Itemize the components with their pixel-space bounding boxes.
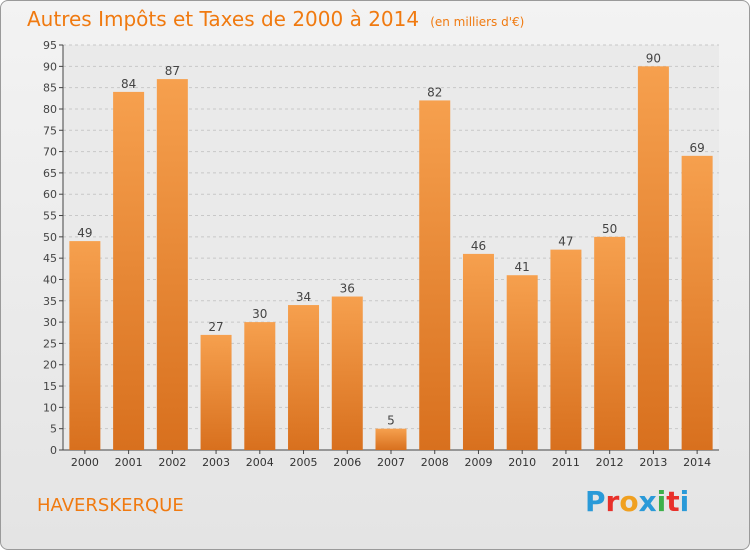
data-label: 5 (387, 414, 395, 428)
y-tick-label: 75 (43, 124, 57, 137)
bar-chart: 0 5 10 15 20 25 30 35 40 45 50 55 60 65 70 75 80 85 90 95 49… (43, 39, 719, 469)
y-tick-label: 65 (43, 167, 57, 180)
y-tick-label: 60 (43, 188, 57, 201)
logo-letter: o (619, 485, 639, 518)
y-tick-label: 90 (43, 60, 57, 73)
y-tick-label: 40 (43, 273, 57, 286)
y-tick-label: 85 (43, 82, 57, 95)
unit-label: (en milliers d'€) (430, 15, 525, 29)
y-tick-label: 95 (43, 39, 57, 52)
x-tick-label: 2014 (683, 456, 711, 469)
x-tick-label: 2009 (464, 456, 492, 469)
y-tick-label: 70 (43, 146, 57, 159)
bar (244, 322, 276, 450)
y-tick-label: 30 (43, 316, 57, 329)
bar (288, 305, 320, 450)
y-tick-label: 5 (50, 423, 57, 436)
data-label: 30 (252, 307, 267, 321)
bar (69, 241, 101, 450)
x-tick-label: 2013 (639, 456, 667, 469)
bar (375, 428, 407, 450)
logo-letter: r (605, 485, 620, 518)
x-tick-label: 2011 (552, 456, 580, 469)
y-tick-label: 25 (43, 337, 57, 350)
logo-letter: i (679, 485, 690, 518)
data-label: 84 (121, 77, 136, 91)
data-label: 50 (602, 222, 617, 236)
data-label: 36 (340, 282, 355, 296)
y-tick-label: 15 (43, 380, 57, 393)
y-tick-label: 0 (50, 444, 57, 457)
x-tick-label: 2004 (246, 456, 274, 469)
bar (156, 79, 188, 451)
x-tick-label: 2007 (377, 456, 405, 469)
x-tick-label: 2003 (202, 456, 230, 469)
x-tick-label: 2000 (71, 456, 99, 469)
x-tick-label: 2002 (158, 456, 186, 469)
data-label: 46 (471, 239, 486, 253)
x-tick-label: 2008 (421, 456, 449, 469)
y-tick-label: 35 (43, 295, 57, 308)
data-label: 49 (77, 226, 92, 240)
bar (462, 253, 494, 450)
y-tick-label: 20 (43, 359, 57, 372)
data-label: 69 (689, 141, 704, 155)
x-tick-label: 2012 (596, 456, 624, 469)
data-label: 90 (646, 51, 661, 65)
bar (419, 100, 451, 450)
y-tick-label: 10 (43, 401, 57, 414)
data-label: 27 (208, 320, 223, 334)
bar (200, 334, 232, 450)
chart-title: Autres Impôts et Taxes de 2000 à 2014 (e… (27, 7, 524, 31)
data-label: 34 (296, 290, 311, 304)
commune-name: HAVERSKERQUE (37, 495, 184, 516)
y-tick-label: 45 (43, 252, 57, 265)
bar (594, 236, 626, 450)
logo-letter: i (656, 485, 667, 518)
x-tick-label: 2010 (508, 456, 536, 469)
logo-letter: P (585, 485, 606, 518)
x-tick-label: 2006 (333, 456, 361, 469)
y-tick-label: 50 (43, 231, 57, 244)
y-tick-label: 80 (43, 103, 57, 116)
bar (113, 91, 145, 450)
data-label: 82 (427, 85, 442, 99)
bar (331, 296, 363, 450)
bar (506, 275, 538, 450)
data-label: 41 (515, 260, 530, 274)
title-text: Autres Impôts et Taxes de 2000 à 2014 (27, 7, 420, 31)
x-tick-label: 2005 (290, 456, 318, 469)
y-tick-label: 55 (43, 210, 57, 223)
bar (637, 66, 669, 450)
proxiti-logo: Proxiti (585, 485, 689, 518)
logo-letter: x (638, 485, 657, 518)
bar (681, 155, 713, 450)
data-label: 47 (558, 235, 573, 249)
logo-letter: t (666, 485, 680, 518)
bar (550, 249, 582, 450)
data-label: 87 (165, 64, 180, 78)
x-tick-label: 2001 (115, 456, 143, 469)
